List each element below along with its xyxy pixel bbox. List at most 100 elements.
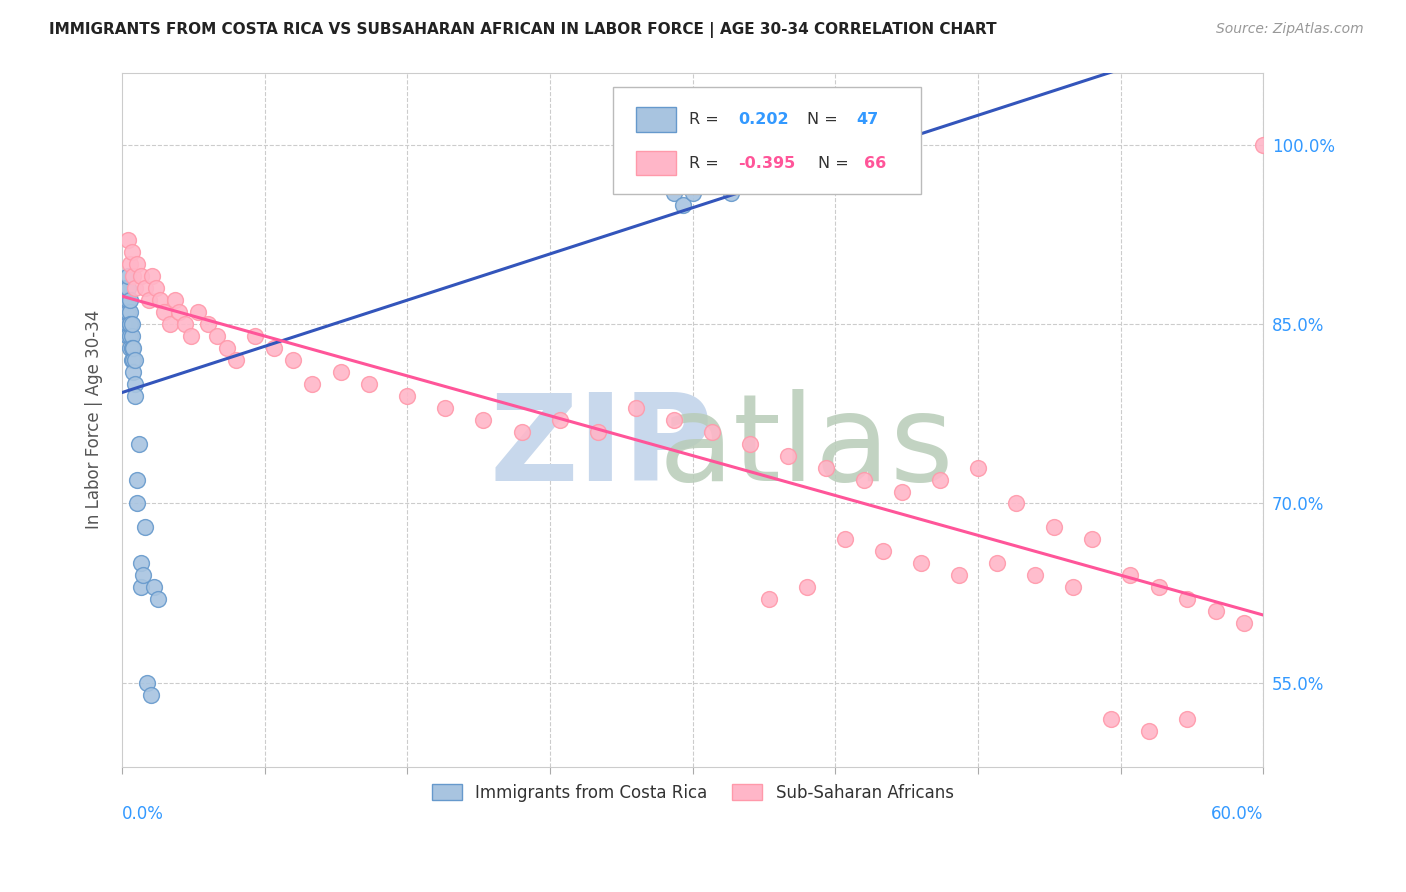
Point [135,676,157,690]
Point [112,281,135,295]
Point [134,281,156,295]
Point [124,389,146,403]
Point [138,293,160,308]
Text: N =: N = [807,112,842,127]
Point [1062,580,1084,594]
Point [283,353,305,368]
Point [121,341,143,355]
Point [143,580,166,594]
Point [124,353,146,368]
Point [758,592,780,607]
Text: -0.395: -0.395 [738,155,796,170]
Point [967,460,990,475]
Point [117,329,139,343]
Point [834,533,856,547]
Point [148,592,170,607]
Point [197,317,219,331]
Point [117,269,139,284]
Point [672,197,695,211]
Point [872,544,894,558]
Point [738,436,761,450]
Point [121,245,143,260]
Point [586,425,609,439]
Point [118,317,141,331]
Point [118,257,141,271]
Point [396,389,419,403]
Point [1099,712,1122,726]
Text: Source: ZipAtlas.com: Source: ZipAtlas.com [1216,22,1364,37]
Point [852,473,875,487]
Point [225,353,247,368]
Point [796,580,818,594]
Text: 0.202: 0.202 [738,112,789,127]
Point [118,293,141,308]
Point [115,305,138,319]
Point [948,568,970,582]
Text: 47: 47 [856,112,879,127]
Point [434,401,457,415]
Point [301,376,323,391]
Point [122,341,145,355]
Point [122,353,145,368]
Point [124,281,146,295]
Point [624,401,647,415]
Point [129,556,152,570]
Point [329,365,352,379]
Point [215,341,238,355]
Point [472,413,495,427]
Point [112,293,135,308]
Point [118,329,141,343]
Point [1005,496,1028,510]
Point [187,305,209,319]
Point [121,329,143,343]
Text: R =: R = [689,112,724,127]
Text: R =: R = [689,155,724,170]
FancyBboxPatch shape [613,87,921,194]
Point [180,329,202,343]
Point [115,281,138,295]
Point [141,269,163,284]
Point [134,520,156,534]
Point [720,186,742,200]
Point [1137,723,1160,738]
Point [117,329,139,343]
Point [662,413,685,427]
Point [132,568,155,582]
Point [1119,568,1142,582]
Point [122,365,145,379]
Point [1043,520,1066,534]
Point [127,257,149,271]
Text: 0.0%: 0.0% [122,805,165,823]
Point [112,317,135,331]
Point [159,317,181,331]
Point [149,293,172,308]
Point [115,293,138,308]
Point [127,496,149,510]
Point [700,173,723,187]
Point [548,413,571,427]
Point [986,556,1008,570]
Point [118,305,141,319]
Point [165,293,187,308]
Point [205,329,228,343]
Point [1147,580,1170,594]
Point [117,234,139,248]
Text: IMMIGRANTS FROM COSTA RICA VS SUBSAHARAN AFRICAN IN LABOR FORCE | AGE 30-34 CORR: IMMIGRANTS FROM COSTA RICA VS SUBSAHARAN… [49,22,997,38]
Text: atlas: atlas [659,389,955,506]
Text: ZIP: ZIP [489,389,713,506]
Point [510,425,533,439]
Point [1205,604,1227,618]
Point [117,293,139,308]
Point [117,281,139,295]
Point [129,269,152,284]
Bar [636,151,676,176]
Point [122,269,145,284]
Point [118,341,141,355]
Point [1233,616,1256,631]
Point [115,305,138,319]
Point [682,186,704,200]
Point [891,484,914,499]
Point [128,436,150,450]
Point [662,186,685,200]
Point [117,317,139,331]
